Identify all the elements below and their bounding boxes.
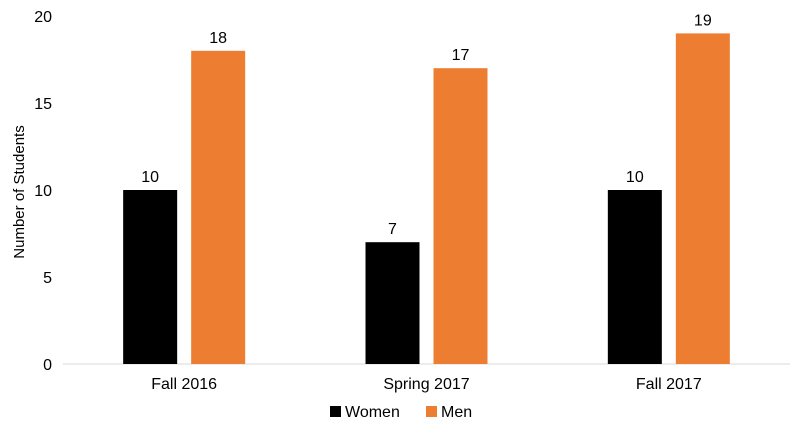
bar-men-0 <box>191 50 246 365</box>
y-tick-label: 10 <box>34 183 52 200</box>
y-tick-label: 0 <box>43 357 52 374</box>
x-axis-tick-labels: Fall 2016 Spring 2017 Fall 2017 <box>151 376 702 393</box>
bar-women-1 <box>365 242 420 364</box>
x-tick-label: Fall 2016 <box>151 376 217 393</box>
y-tick-label: 20 <box>34 9 52 26</box>
x-tick-label: Spring 2017 <box>383 376 469 393</box>
bars-group: 10 18 7 17 10 19 <box>123 12 730 365</box>
data-label: 10 <box>141 169 159 186</box>
y-tick-label: 15 <box>34 96 52 113</box>
data-label: 10 <box>626 169 644 186</box>
data-label: 17 <box>452 47 470 64</box>
data-label: 7 <box>388 221 397 238</box>
data-label: 18 <box>209 30 227 47</box>
legend-swatch-women <box>330 406 341 417</box>
bar-women-0 <box>123 190 178 364</box>
bar-men-1 <box>433 68 488 364</box>
legend-swatch-men <box>426 406 437 417</box>
data-label: 19 <box>694 12 712 29</box>
legend-label-men: Men <box>441 404 472 421</box>
bar-men-2 <box>675 33 730 365</box>
bar-women-2 <box>607 190 662 364</box>
legend-label-women: Women <box>345 404 400 421</box>
y-axis-ticks: 0 5 10 15 20 <box>34 9 52 374</box>
legend: Women Men <box>330 404 472 421</box>
x-tick-label: Fall 2017 <box>636 376 702 393</box>
y-axis-label: Number of Students <box>11 125 28 258</box>
y-tick-label: 5 <box>43 270 52 287</box>
